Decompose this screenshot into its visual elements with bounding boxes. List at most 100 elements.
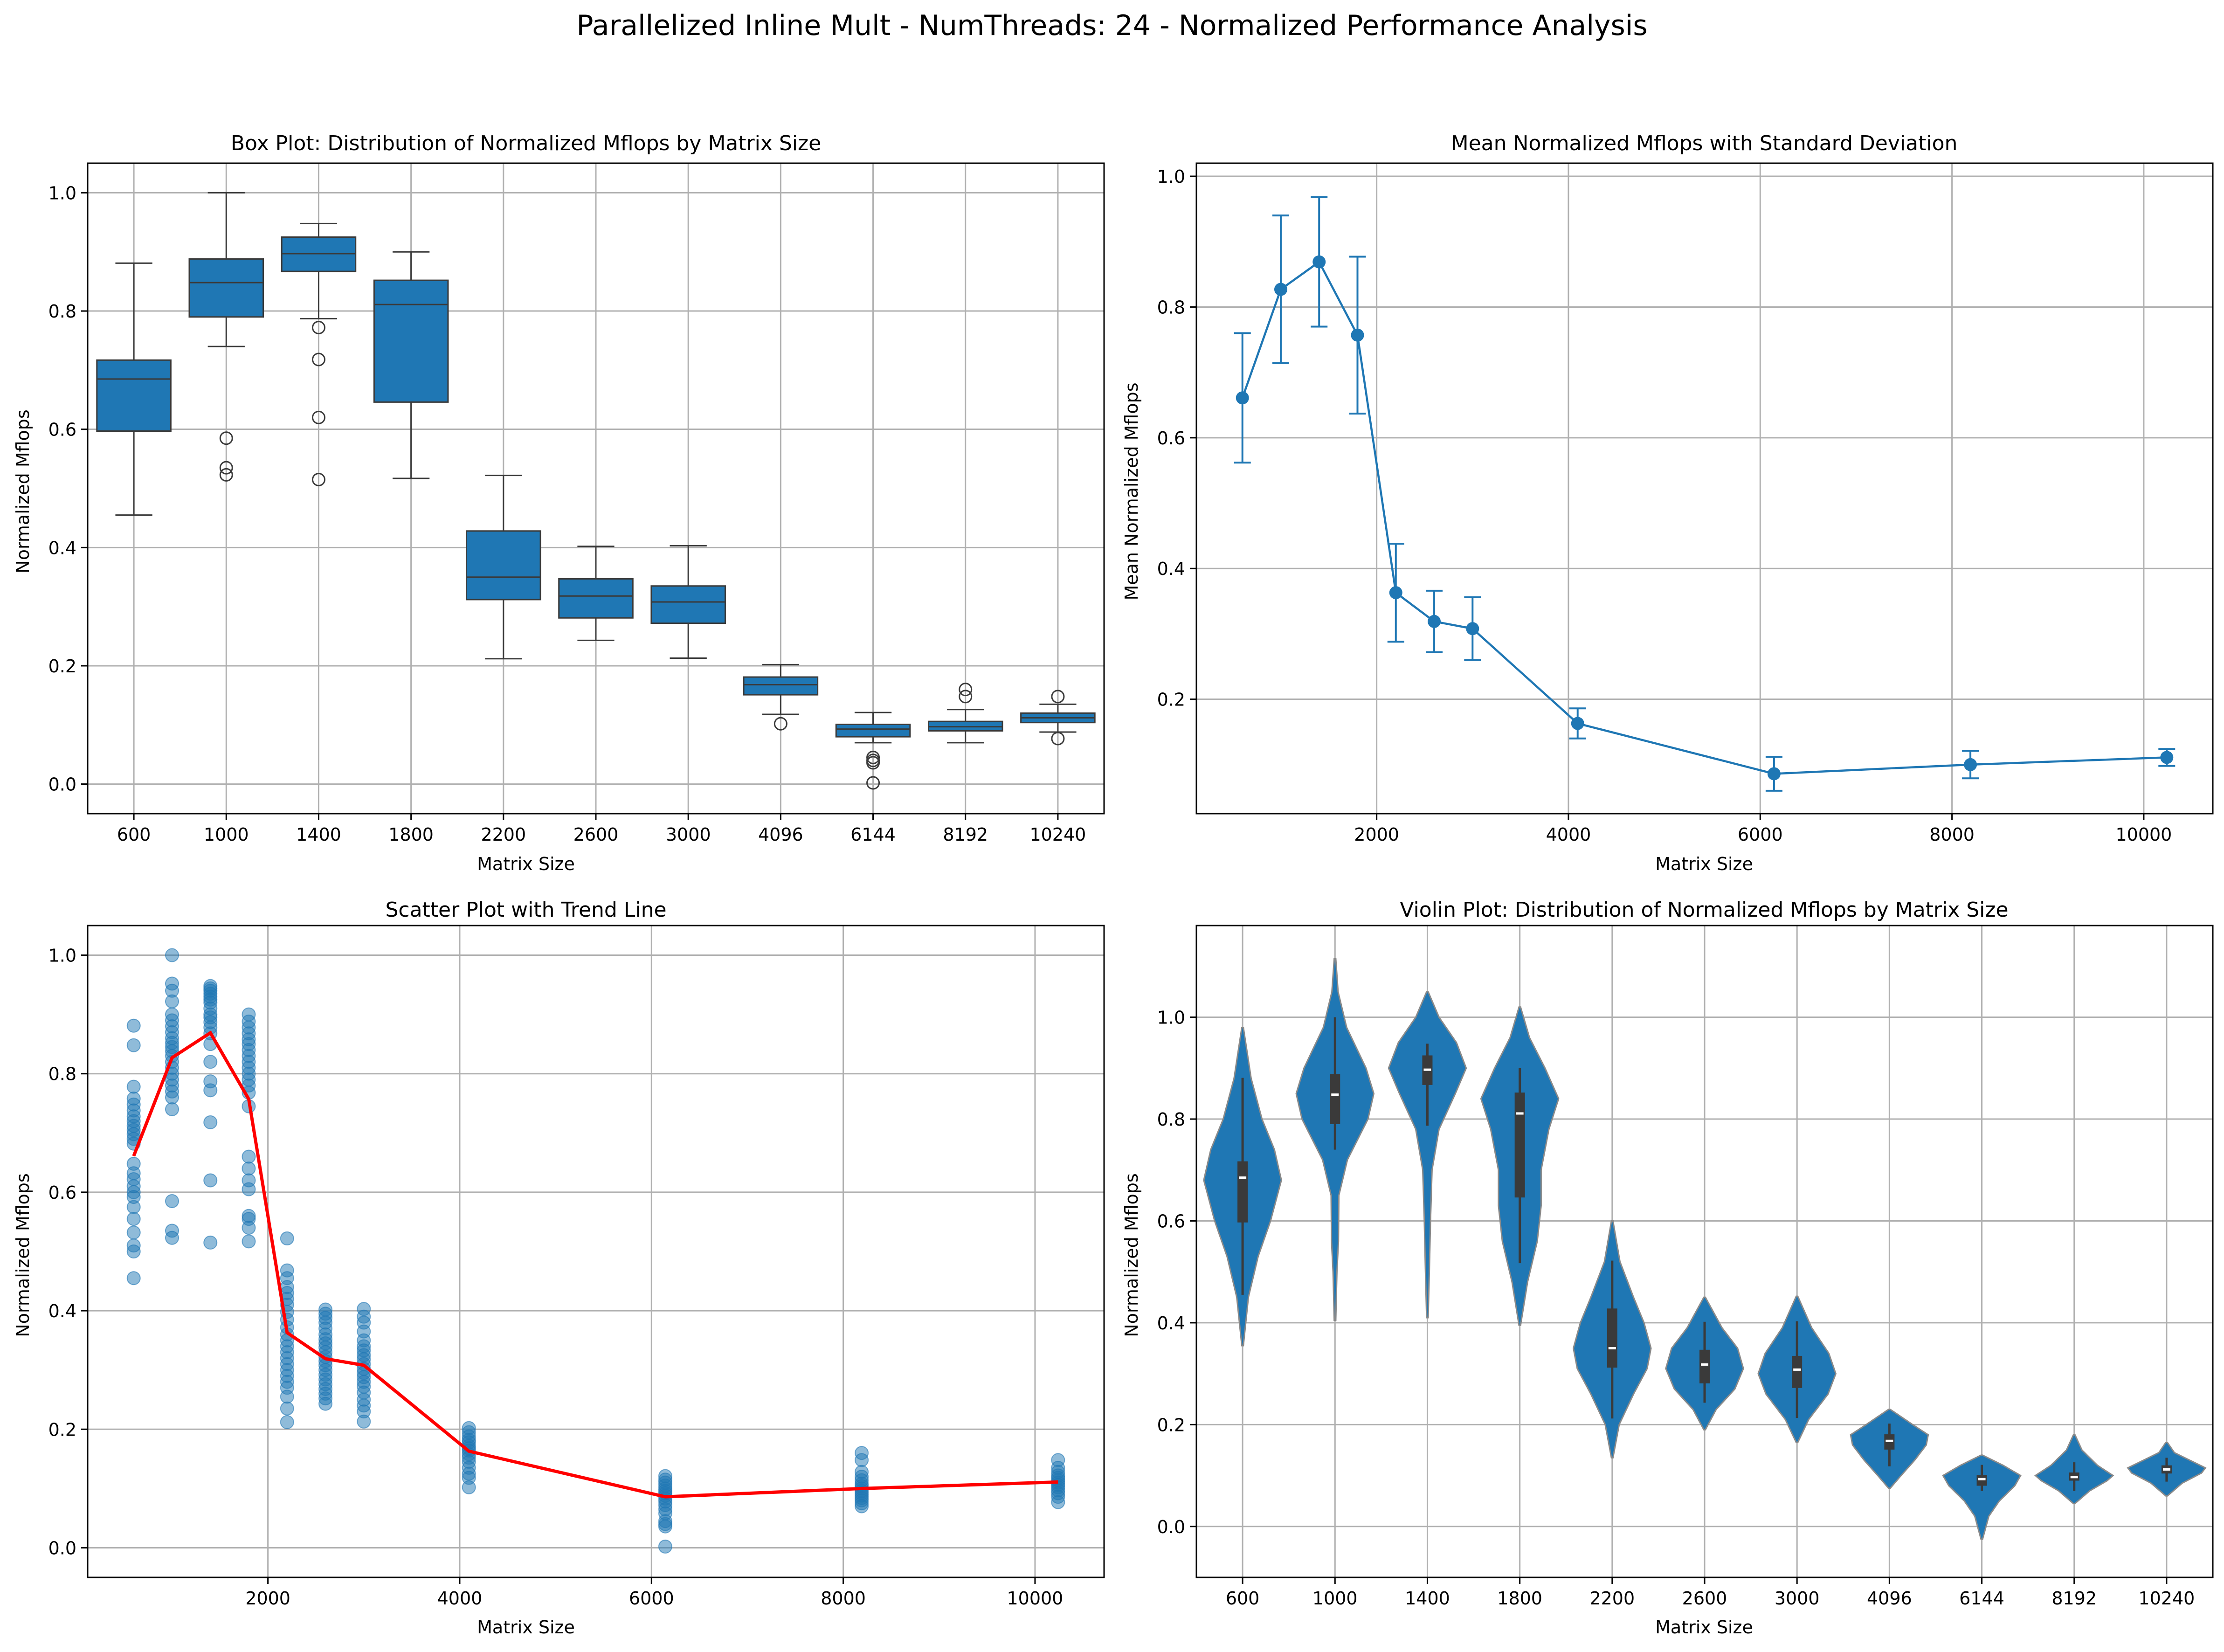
y-tick-label: 0.2 [48,1419,76,1440]
scatter-point [357,1414,371,1429]
box [96,359,172,432]
box [188,258,264,318]
scatter-point [242,1161,256,1176]
scatter-point [126,1225,141,1240]
scatter-point [462,1480,476,1494]
mean-point [1389,586,1402,600]
y-tick-label: 0.0 [48,1538,76,1558]
box [835,724,911,738]
x-tick-label: 600 [1226,1588,1260,1609]
box-outlier [219,468,233,482]
box-outlier [219,431,233,445]
x-tick-label: 2200 [1589,1588,1635,1609]
box-plot-panel: Box Plot: Distribution of Normalized Mfl… [13,131,1105,874]
y-tick-label: 1.0 [1157,166,1185,187]
scatter-title: Scatter Plot with Trend Line [385,898,666,922]
box-outlier [959,683,973,697]
scatter-point [1051,1495,1065,1509]
x-tick-label: 10000 [2115,824,2172,845]
scatter-point [855,1499,869,1514]
scatter-point [855,1453,869,1467]
box [650,585,726,624]
box-outlier [311,353,325,366]
x-tick-label: 1800 [1497,1588,1542,1609]
y-tick-label: 0.8 [48,1064,76,1085]
box-outlier [774,717,787,731]
violin-iqr [1792,1355,1803,1388]
x-tick-label: 8192 [2051,1588,2097,1609]
box-outlier [1051,690,1065,704]
scatter-panel: Scatter Plot with Trend Line Matrix Size… [13,898,1105,1638]
violin-iqr [1699,1349,1710,1383]
x-tick-label: 1000 [1312,1588,1358,1609]
mean-point [1571,717,1584,730]
y-tick-label: 0.4 [48,538,76,558]
x-tick-label: 2000 [1354,824,1399,845]
x-tick-label: 10240 [1029,824,1086,845]
box [558,578,634,619]
y-tick-label: 0.2 [1157,690,1185,710]
scatter-point [318,1396,333,1411]
scatter-point [203,1173,218,1188]
y-tick-label: 0.2 [48,656,76,677]
axes-frame [87,925,1105,1578]
x-tick-label: 4096 [758,824,803,845]
scatter-point [242,1182,256,1196]
x-tick-label: 600 [117,824,151,845]
x-tick-label: 10000 [1007,1588,1063,1609]
x-tick-label: 1400 [1405,1588,1450,1609]
mean-point [1351,328,1364,342]
y-tick-label: 0.0 [1157,1517,1185,1537]
y-tick-label: 0.6 [1157,428,1185,449]
scatter-point [658,1519,672,1534]
x-tick-label: 2600 [573,824,619,845]
scatter-ylabel: Normalized Mflops [13,1173,33,1337]
y-tick-label: 0.6 [48,1182,76,1203]
y-tick-label: 1.0 [1157,1008,1185,1028]
x-tick-label: 3000 [666,824,711,845]
x-tick-label: 6000 [1738,824,1783,845]
x-tick-label: 6000 [629,1588,674,1609]
y-tick-label: 0.2 [1157,1415,1185,1435]
x-tick-label: 2200 [481,824,526,845]
mean-std-panel: Mean Normalized Mflops with Standard Dev… [1121,131,2214,874]
violin-xlabel: Matrix Size [1655,1617,1753,1638]
y-tick-label: 0.0 [48,774,76,795]
y-tick-label: 0.6 [48,420,76,440]
x-tick-label: 3000 [1775,1588,1820,1609]
x-tick-label: 2600 [1682,1588,1727,1609]
mean-point [2160,751,2174,764]
box-outlier [959,690,973,704]
y-tick-label: 0.4 [48,1301,76,1321]
x-tick-label: 6144 [1959,1588,2004,1609]
x-tick-label: 4000 [437,1588,483,1609]
x-tick-label: 2000 [245,1588,290,1609]
y-tick-label: 0.6 [1157,1211,1185,1231]
x-tick-label: 4000 [1546,824,1591,845]
mean-point [1964,758,1977,771]
scatter-point [203,1055,218,1069]
scatter-point [126,1038,141,1052]
mean-point [1312,255,1326,269]
violin-iqr [1976,1475,1987,1486]
y-tick-label: 0.4 [1157,559,1185,579]
y-tick-label: 0.8 [1157,1109,1185,1130]
scatter-point [165,994,179,1009]
y-tick-label: 0.8 [48,301,76,322]
box-outlier [311,472,325,486]
box-outlier [866,776,880,790]
scatter-xlabel: Matrix Size [477,1617,575,1638]
scatter-point [126,1271,141,1286]
y-tick-label: 1.0 [48,183,76,203]
box [373,279,449,403]
scatter-point [242,1221,256,1235]
box-outlier [311,321,325,335]
scatter-point [165,1090,179,1105]
x-tick-label: 8000 [1929,824,1975,845]
x-tick-label: 1800 [388,824,434,845]
scatter-point [126,1212,141,1226]
scatter-point [280,1415,294,1430]
mean-point [1466,622,1479,636]
y-tick-label: 1.0 [48,946,76,966]
